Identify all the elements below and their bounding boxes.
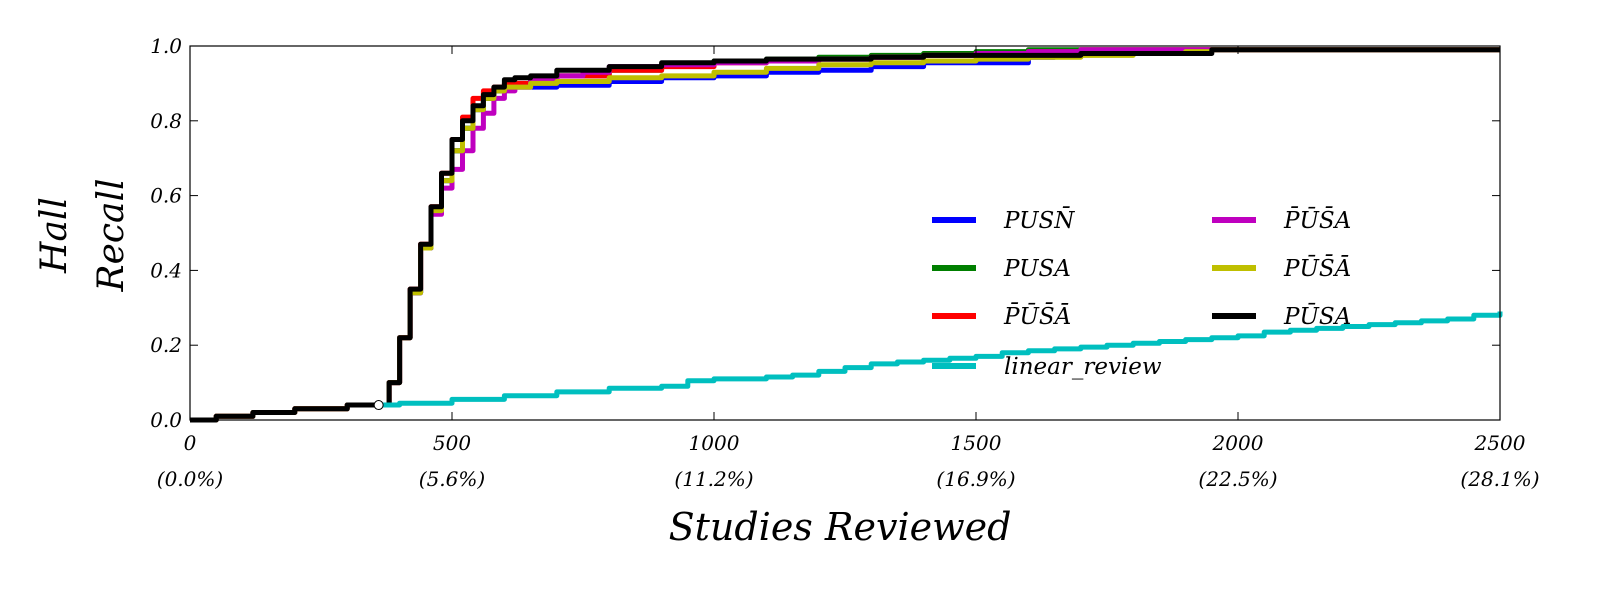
series-line-6 — [378, 311, 1503, 408]
legend-label: P̄ŪS̄A — [1283, 207, 1351, 234]
x-tick-label: 1000 — [689, 431, 740, 455]
x-tick-label: 2000 — [1212, 431, 1264, 455]
y-tick-label: 0.2 — [150, 333, 182, 357]
series-line-3 — [190, 47, 1500, 423]
x-tick-sublabel: (28.1%) — [1460, 467, 1539, 491]
y-tick-label: 0.6 — [150, 184, 182, 208]
x-tick-sublabel: (22.5%) — [1198, 467, 1277, 491]
x-axis-title: Studies Reviewed — [669, 505, 1012, 549]
start-marker — [373, 400, 384, 411]
legend: PUSN̄ PUSA P̄ŪS̄Ā P̄ŪS̄A PŪS̄Ā PŪSA linear_rev… — [932, 207, 1351, 380]
legend-label: PŪS̄Ā — [1283, 255, 1351, 282]
x-tick-label: 0 — [184, 431, 197, 455]
legend-label: PŪSA — [1283, 303, 1351, 330]
x-axis: 0 (0.0%) 500 (5.6%) 1000 (11.2%) 1500 (16.9%) 20… — [157, 46, 1540, 491]
y-axis: 0.0 0.2 0.4 0.6 0.8 1.0 — [150, 34, 1500, 432]
y-tick-label: 0.4 — [150, 258, 182, 282]
series-line-0 — [190, 47, 1500, 423]
legend-label: PUSN̄ — [1003, 207, 1075, 234]
y-tick-label: 1.0 — [150, 34, 182, 58]
x-tick-sublabel: (0.0%) — [157, 467, 223, 491]
series-line-5 — [190, 47, 1500, 423]
x-tick-label: 1500 — [951, 431, 1002, 455]
x-tick-sublabel: (16.9%) — [936, 467, 1015, 491]
y-tick-label: 0.0 — [150, 408, 182, 432]
series-line-1 — [190, 47, 1500, 423]
y-axis-title-line2: Recall — [91, 178, 132, 292]
x-tick-label: 2500 — [1474, 431, 1526, 455]
y-axis-title-line1: Hall — [34, 197, 75, 274]
legend-label: linear_review — [1004, 354, 1162, 380]
series-line-2 — [190, 47, 1500, 423]
y-tick-label: 0.8 — [150, 109, 182, 133]
x-tick-label: 500 — [433, 431, 471, 455]
series-line-4 — [190, 47, 1500, 423]
x-tick-sublabel: (5.6%) — [419, 467, 485, 491]
plot-frame — [189, 45, 1501, 421]
x-tick-sublabel: (11.2%) — [674, 467, 753, 491]
legend-label: PUSA — [1003, 256, 1071, 282]
legend-label: P̄ŪS̄Ā — [1003, 303, 1071, 330]
plot-area — [190, 47, 1503, 423]
